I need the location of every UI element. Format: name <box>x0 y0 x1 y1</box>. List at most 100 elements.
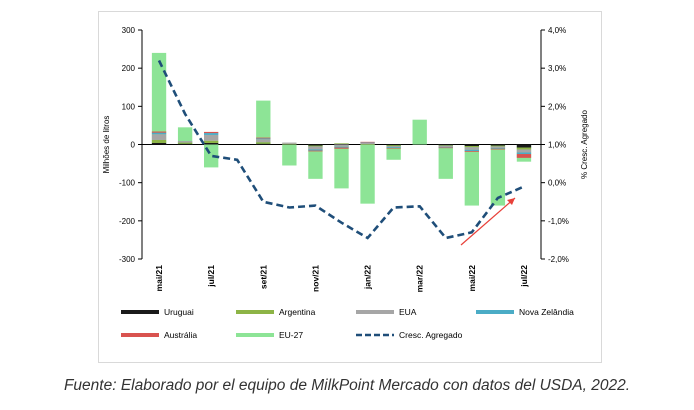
bar-eu27 <box>308 144 323 179</box>
x-tick-label: mai/21 <box>154 265 164 292</box>
bar-uruguai <box>308 144 323 146</box>
y-tick-label: 0 <box>131 141 136 150</box>
bar-argentina <box>151 139 167 143</box>
bar-eu27 <box>464 144 480 206</box>
y2-tick-label: -1,0% <box>548 217 569 226</box>
y-axis-title: Milhões de litros <box>102 116 111 174</box>
y2-tick-label: 1,0% <box>548 141 566 150</box>
bar-eua <box>177 141 193 143</box>
bar-argentina <box>386 145 401 147</box>
bar-australia <box>308 150 323 152</box>
bar-uruguai <box>386 144 401 146</box>
legend-label: Cresc. Agregado <box>399 330 463 340</box>
bar-uruguai <box>438 144 453 146</box>
bar-nova-zelandia <box>464 149 480 151</box>
bar-eua <box>516 149 532 153</box>
bar-australia <box>151 131 167 133</box>
annotation-arrow-head <box>507 198 515 205</box>
legend-swatch-eu27 <box>236 333 274 337</box>
bar-nova-zelandia <box>516 152 532 155</box>
bar-nova-zelandia <box>308 149 323 151</box>
bar-eua <box>464 147 480 150</box>
bar-argentina <box>516 147 532 150</box>
bar-nova-zelandia <box>256 138 271 140</box>
bar-australia <box>438 147 453 149</box>
bar-eu27 <box>360 144 375 204</box>
bar-australia <box>256 137 271 139</box>
bar-uruguai <box>334 143 349 145</box>
bar-argentina <box>334 143 349 144</box>
bar-argentina <box>438 145 453 146</box>
bar-argentina <box>360 144 375 145</box>
bar-eua <box>282 142 297 144</box>
bar-argentina <box>490 145 506 147</box>
bar-eua <box>360 142 375 145</box>
y-tick-label: 100 <box>122 102 136 111</box>
x-tick-label: set/21 <box>258 265 268 289</box>
bar-eua <box>203 134 219 141</box>
chart-svg: 300 200 100 0 -100 -200 -300 4,0% 3,0% 2,0% 1,0% 0,… <box>102 26 589 340</box>
bar-nova-zelandia <box>203 133 219 135</box>
bar-uruguai <box>464 144 480 147</box>
bar-argentina <box>256 142 271 144</box>
bar-eu27 <box>334 144 349 189</box>
bar-argentina <box>282 143 297 145</box>
y2-tick-label: -2,0% <box>548 255 569 264</box>
y2-tick-label: 4,0% <box>548 26 566 35</box>
bar-argentina <box>308 145 323 147</box>
legend-label: EU-27 <box>279 330 303 340</box>
bar-nova-zelandia <box>151 132 167 135</box>
bar-eu27 <box>490 144 506 206</box>
bar-nova-zelandia <box>334 146 349 148</box>
y2-tick-label: 0,0% <box>548 179 566 188</box>
bar-eua <box>386 146 401 148</box>
bar-australia <box>464 150 480 152</box>
bar-nova-zelandia <box>386 147 401 148</box>
bar-uruguai <box>282 144 297 145</box>
bar-uruguai <box>516 144 532 148</box>
legend-swatch-australia <box>121 333 159 337</box>
line-cresc-agregado <box>157 59 525 240</box>
bar-australia <box>203 131 219 134</box>
bar-eu27 <box>151 52 167 145</box>
bar-uruguai <box>256 143 271 145</box>
bar-uruguai <box>490 144 506 146</box>
legend-label: Nova Zelândia <box>519 307 574 317</box>
bar-nova-zelandia <box>360 142 375 143</box>
y2-tick-label: 3,0% <box>548 64 566 73</box>
y2-tick-label: 2,0% <box>548 102 566 111</box>
bar-argentina <box>177 142 193 144</box>
figure-caption: Fuente: Elaborado por el equipo de MilkP… <box>63 377 631 394</box>
x-tick-label: jul/22 <box>519 265 529 288</box>
bar-uruguai <box>203 142 219 145</box>
bar-nova-zelandia <box>490 147 506 149</box>
bar-australia <box>490 148 506 150</box>
bar-eu27 <box>438 144 453 179</box>
bar-eua <box>256 139 271 143</box>
x-tick-label: mai/22 <box>467 265 477 292</box>
y2-axis-title: % Cresc. Agregado <box>580 109 589 178</box>
bar-australia <box>516 154 532 158</box>
legend-label: EUA <box>399 307 417 317</box>
y-tick-label: 200 <box>122 64 136 73</box>
legend-label: Argentina <box>279 307 316 317</box>
bar-eu27 <box>412 119 427 145</box>
y-tick-label: -200 <box>119 217 136 226</box>
legend-swatch-eua <box>356 310 394 314</box>
bar-australia <box>386 147 401 149</box>
x-tick-label: mar/22 <box>415 265 425 293</box>
bar-eua <box>438 145 453 148</box>
legend-swatch-argentina <box>236 310 274 314</box>
bar-australia <box>334 147 349 149</box>
bar-australia <box>360 141 375 143</box>
bar-nova-zelandia <box>438 147 453 148</box>
x-tick-label: jan/22 <box>363 265 373 290</box>
bar-eu27 <box>177 127 193 145</box>
bar-argentina <box>464 146 480 148</box>
x-tick-label: nov/21 <box>310 265 320 292</box>
bar-eua <box>308 146 323 150</box>
y-tick-label: -100 <box>119 179 136 188</box>
legend-label: Austrália <box>164 330 197 340</box>
bar-argentina <box>203 140 219 143</box>
bar-eua <box>151 134 167 140</box>
